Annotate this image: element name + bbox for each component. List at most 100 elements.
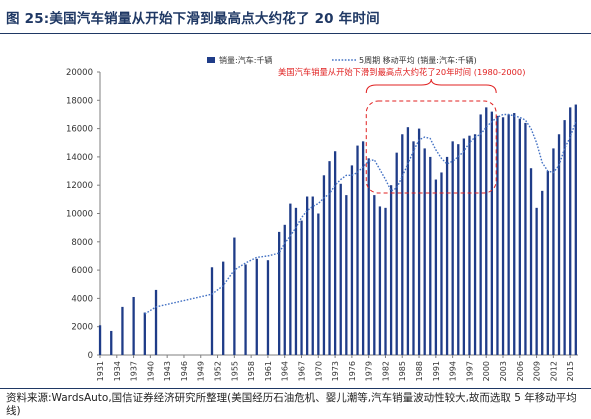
bar: [473, 134, 477, 355]
bar: [233, 237, 236, 355]
bar: [468, 135, 471, 355]
bar: [317, 213, 320, 355]
y-tick-label: 6000: [71, 266, 93, 276]
bar: [429, 156, 432, 355]
bar: [423, 148, 426, 355]
bar: [339, 183, 342, 355]
bar: [451, 141, 454, 355]
bar: [395, 152, 398, 355]
bar: [210, 267, 214, 355]
moving-average-line: [144, 113, 577, 315]
bar: [345, 195, 348, 355]
bar: [389, 185, 393, 355]
bar: [485, 107, 488, 355]
bar: [401, 134, 404, 355]
annotation-box: [365, 100, 497, 194]
bar: [121, 306, 124, 355]
bar: [445, 156, 449, 355]
bar: [546, 171, 549, 355]
source-note: 资料来源:WardsAuto,国信证券经济研究所整理(美国经历石油危机、婴儿潮等…: [6, 392, 577, 417]
bar: [569, 107, 572, 355]
bar: [563, 120, 566, 355]
bar: [278, 231, 281, 355]
bar: [440, 172, 443, 355]
x-tick-label: 1964: [281, 361, 290, 381]
bar: [574, 104, 577, 355]
x-tick-label: 1976: [348, 361, 357, 381]
y-tick-label: 14000: [66, 153, 93, 163]
y-tick-label: 18000: [66, 96, 93, 106]
bar: [384, 207, 387, 355]
x-tick-label: 1979: [365, 361, 374, 381]
y-tick-label: 10000: [66, 210, 93, 220]
bar: [333, 151, 337, 355]
bar: [294, 207, 298, 355]
x-tick-label: 1955: [230, 361, 239, 381]
bar: [322, 175, 326, 355]
bar: [244, 264, 247, 355]
bar: [311, 196, 314, 355]
bar: [490, 111, 494, 356]
x-tick-label: 1940: [146, 361, 155, 381]
bar: [305, 196, 309, 355]
x-tick-label: 2000: [482, 361, 491, 381]
x-tick-label: 1931: [96, 361, 105, 381]
bar: [457, 144, 460, 355]
bar: [289, 203, 292, 355]
bar: [552, 148, 555, 355]
bar: [328, 161, 331, 355]
bar: [518, 118, 521, 355]
x-tick-label: 1949: [197, 361, 206, 381]
y-tick-label: 8000: [71, 238, 93, 248]
x-tick-label: 1943: [163, 361, 172, 381]
x-tick-label: 1985: [398, 361, 407, 381]
x-tick-label: 1988: [415, 361, 424, 381]
bar: [501, 117, 505, 355]
bar: [507, 114, 510, 355]
y-tick-label: 12000: [66, 181, 93, 191]
bar: [412, 141, 415, 355]
bar: [350, 165, 354, 355]
bar: [434, 179, 438, 355]
bar: [143, 312, 146, 355]
footer-divider: [0, 388, 591, 389]
x-tick-label: 1970: [314, 361, 323, 381]
y-tick-label: 16000: [66, 125, 93, 135]
x-tick-label: 1967: [297, 361, 306, 381]
x-tick-label: 1994: [449, 361, 458, 381]
bar: [373, 195, 376, 355]
bar: [513, 113, 516, 355]
bar: [266, 260, 270, 355]
x-tick-label: 1946: [180, 361, 189, 381]
bar: [110, 330, 113, 355]
x-tick-label: 1952: [214, 361, 223, 381]
bar: [154, 289, 158, 355]
x-tick-label: 1937: [130, 361, 139, 381]
bar: [283, 224, 286, 355]
bar: [378, 206, 382, 355]
bar: [496, 115, 499, 356]
bar: [406, 127, 410, 355]
x-tick-label: 1934: [113, 361, 122, 381]
y-tick-label: 2000: [71, 323, 93, 333]
bar: [462, 138, 466, 355]
bar: [524, 122, 527, 355]
bar: [356, 145, 359, 355]
x-tick-label: 1997: [465, 361, 474, 381]
x-tick-label: 1991: [432, 361, 441, 381]
y-tick-label: 20000: [66, 68, 93, 78]
annotation-brace: [365, 78, 497, 94]
x-tick-label: 2003: [499, 361, 508, 381]
bar: [98, 325, 102, 355]
x-tick-label: 2009: [533, 361, 542, 381]
bar: [132, 296, 135, 355]
x-tick-label: 2015: [566, 361, 575, 381]
title-bar: 图 25:美国汽车销量从开始下滑到最高点大约花了 20 年时间: [0, 0, 591, 34]
bar: [361, 141, 365, 355]
figure-title: 图 25:美国汽车销量从开始下滑到最高点大约花了 20 年时间: [6, 11, 380, 27]
x-tick-label: 1982: [381, 361, 390, 381]
y-tick-label: 4000: [71, 294, 93, 304]
legend-bar-label: 销量:汽车:千辆: [219, 55, 272, 65]
bar: [535, 207, 538, 355]
x-tick-label: 2012: [549, 361, 558, 381]
